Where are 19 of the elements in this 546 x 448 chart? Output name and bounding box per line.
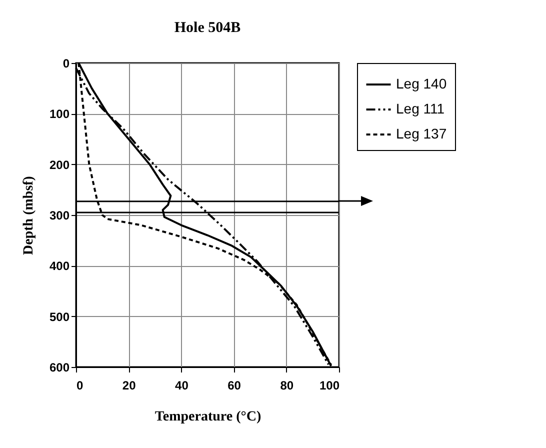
y-tick-label: 0	[62, 56, 70, 70]
x-tick-label: 0	[76, 378, 84, 392]
y-axis-title: Depth (mbsf)	[21, 176, 36, 255]
x-tick-label: 80	[280, 378, 294, 392]
y-tick-label: 300	[49, 208, 70, 222]
x-tick-label: 20	[122, 378, 136, 392]
legend-label: Leg 140	[396, 76, 447, 92]
legend-label: Leg 137	[396, 126, 447, 142]
y-tick-label: 100	[49, 107, 70, 122]
y-tick-label: 200	[49, 158, 70, 172]
y-tick-label: 600	[49, 360, 70, 374]
y-tick-label: 400	[49, 259, 70, 274]
y-tick-label: 500	[49, 310, 70, 324]
x-tick-label: 100	[319, 378, 340, 392]
x-axis-title: Temperature (°C)	[154, 410, 262, 424]
legend-label: Leg 111	[396, 100, 445, 116]
x-tick-label: 40	[175, 378, 189, 392]
chart-title: Hole 504B	[174, 20, 241, 36]
x-tick-label: 60	[228, 378, 242, 392]
